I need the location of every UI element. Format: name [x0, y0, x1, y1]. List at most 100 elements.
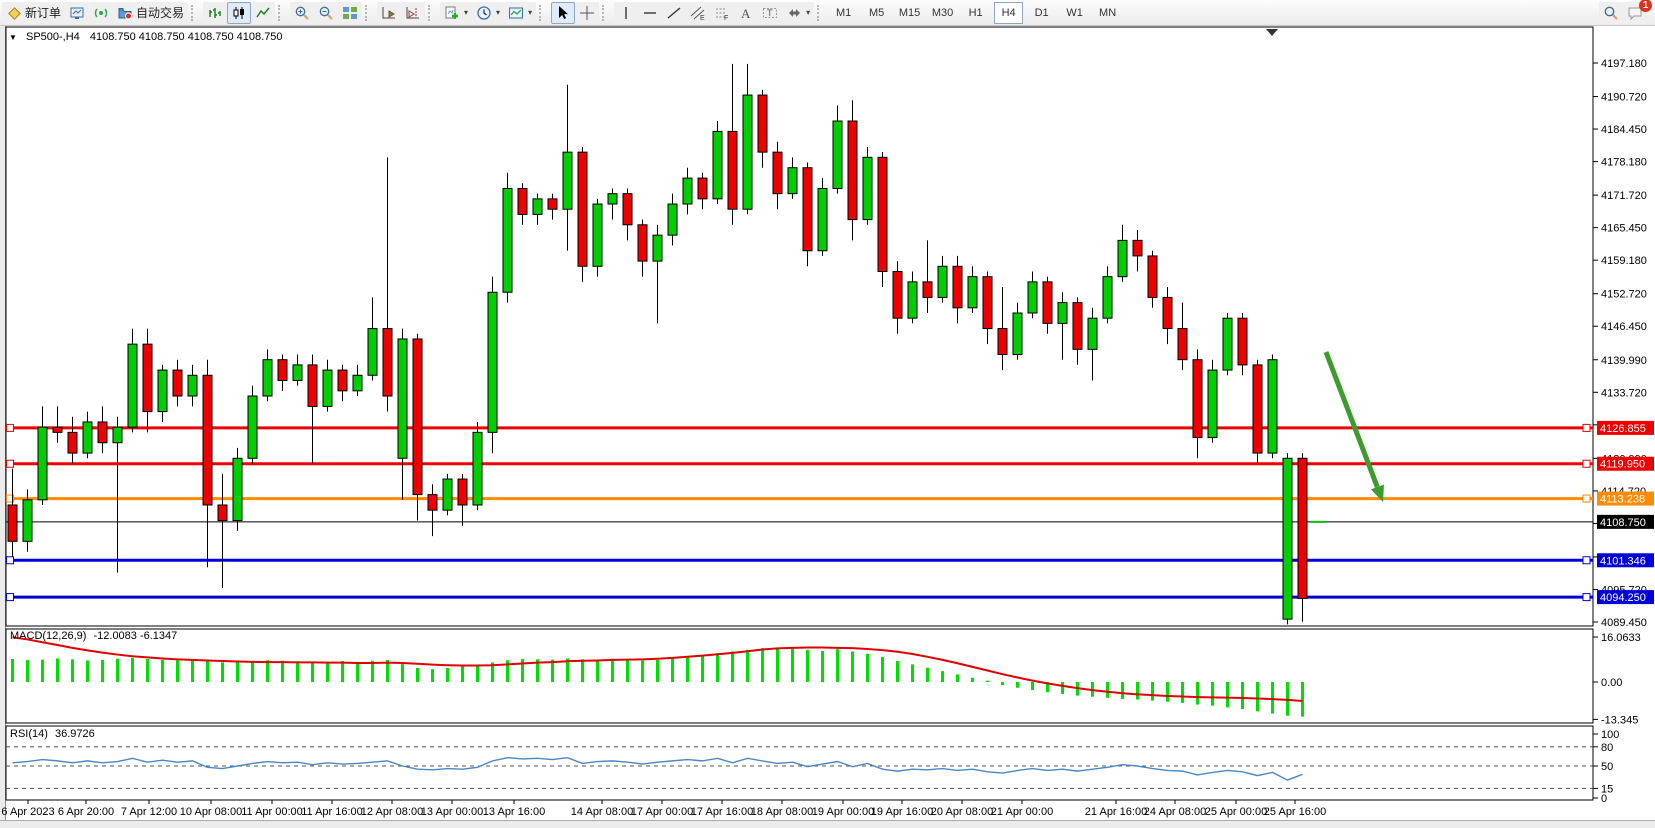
svg-text:4152.720: 4152.720: [1601, 289, 1647, 301]
svg-text:25 Apr 00:00: 25 Apr 00:00: [1205, 806, 1267, 818]
horizontal-line-tool-button[interactable]: [638, 1, 663, 24]
trend-arrow-annotation[interactable]: [1323, 351, 1384, 502]
timeframe-button-m5[interactable]: M5: [868, 6, 885, 19]
time-axis: 6 Apr 2023 6 Apr 20:00 7 Apr 12:00 10 Apr 0…: [1, 800, 1326, 818]
bar-chart-button[interactable]: [203, 1, 228, 24]
price-pane: [5, 26, 1594, 627]
svg-text:11 Apr 16:00: 11 Apr 16:00: [301, 806, 363, 818]
svg-text:7 Apr 12:00: 7 Apr 12:00: [121, 806, 177, 818]
price-badge: [1597, 590, 1654, 605]
equidistant-channel-tool-button[interactable]: E: [686, 1, 711, 24]
periods-button[interactable]: ▾: [472, 1, 505, 24]
add-indicator-button[interactable]: ▾: [440, 1, 473, 24]
timeframe-button-mn[interactable]: MN: [1099, 6, 1117, 19]
svg-text:4139.990: 4139.990: [1601, 355, 1647, 367]
timeframe-button-h1[interactable]: H1: [968, 6, 983, 19]
hline-4126.855[interactable]: [6, 423, 1593, 432]
trendline-tool-button[interactable]: [662, 1, 687, 24]
auto-scroll-button[interactable]: [377, 1, 402, 24]
svg-text:F: F: [724, 15, 728, 21]
macd-signal-line: [12, 636, 1303, 703]
chart-expand-caret-icon[interactable]: ▼: [9, 33, 17, 42]
signal-button[interactable]: [89, 1, 114, 24]
dropdown-caret-icon: ▾: [528, 8, 533, 17]
horizontal-line-icon: [644, 11, 657, 14]
timeframe-button-m15[interactable]: M15: [898, 6, 921, 19]
toolbar-grip: [817, 4, 824, 21]
search-button[interactable]: [1599, 1, 1623, 24]
toolbar-grip: [278, 4, 285, 21]
zoom-out-icon: [319, 6, 333, 20]
auto-trading-button[interactable]: 自动交易: [113, 1, 189, 24]
new-order-button[interactable]: 新订单: [2, 1, 66, 24]
svg-text:T: T: [767, 8, 773, 18]
auto-trading-folder-icon: [118, 7, 133, 19]
price-badge: [1597, 491, 1654, 506]
chart-shift-button[interactable]: [401, 1, 426, 24]
chart-shift-icon: [406, 6, 420, 18]
svg-text:6 Apr 20:00: 6 Apr 20:00: [58, 806, 114, 818]
svg-text:6 Apr 2023: 6 Apr 2023: [1, 806, 54, 818]
timeframe-button-d1[interactable]: D1: [1034, 6, 1049, 19]
svg-text:0.00: 0.00: [1601, 677, 1622, 689]
hline-4119.950[interactable]: [6, 459, 1593, 468]
new-order-tag-icon: [8, 6, 21, 20]
dropdown-caret-icon: ▾: [464, 8, 469, 17]
chart-shift-marker[interactable]: [1266, 29, 1278, 36]
chart-window-title: ▼ SP500-,H4 4108.750 4108.750 4108.750 4…: [9, 31, 283, 43]
text-tool-button[interactable]: A: [734, 1, 759, 24]
auto-scroll-icon: [382, 6, 396, 18]
vertical-line-tool-button[interactable]: [614, 1, 639, 24]
svg-text:19 Apr 16:00: 19 Apr 16:00: [871, 806, 933, 818]
timeframe-toolbar: M1 M5 M15 M30 H1 H4 D1 W1 MN: [829, 1, 1122, 24]
horizontal-line-objects[interactable]: [6, 423, 1593, 602]
price-badges: 4126.855 4119.950 4113.238 4108.750 4101.346…: [1597, 420, 1654, 605]
svg-text:4184.450: 4184.450: [1601, 124, 1647, 136]
line-chart-button[interactable]: [251, 1, 276, 24]
timeframe-button-m30[interactable]: M30: [931, 6, 954, 19]
equidistant-channel-icon: E: [690, 6, 705, 21]
hline-4113.238[interactable]: [6, 494, 1593, 503]
arrows-tool-button[interactable]: ▾: [782, 1, 815, 24]
chat-button[interactable]: 1: [1623, 0, 1652, 24]
notification-badge: 1: [1639, 0, 1652, 12]
main-toolbar: 新订单 自动交易 ▾ ▾ ▾: [0, 0, 1655, 26]
svg-text:13 Apr 00:00: 13 Apr 00:00: [421, 806, 483, 818]
svg-text:4171.720: 4171.720: [1601, 190, 1647, 202]
cursor-tool-button[interactable]: [551, 1, 576, 24]
timeframe-button-m1[interactable]: M1: [835, 6, 852, 19]
macd-pane: [5, 628, 1594, 724]
candlestick-chart-button[interactable]: [227, 1, 252, 24]
svg-text:E: E: [700, 15, 705, 21]
fibonacci-tool-button[interactable]: F: [710, 1, 735, 24]
svg-text:11 Apr 00:00: 11 Apr 00:00: [241, 806, 303, 818]
svg-text:14 Apr 08:00: 14 Apr 08:00: [571, 806, 633, 818]
vertical-line-icon: [625, 6, 627, 19]
trendline-icon: [667, 6, 681, 19]
timeframe-button-h4[interactable]: H4: [994, 1, 1024, 24]
svg-text:4126.855: 4126.855: [1600, 423, 1646, 435]
templates-button[interactable]: ▾: [504, 1, 537, 24]
tile-windows-button[interactable]: [338, 1, 363, 24]
svg-text:17 Apr 00:00: 17 Apr 00:00: [631, 806, 693, 818]
timeframe-button-w1[interactable]: W1: [1066, 6, 1083, 19]
crosshair-tool-button[interactable]: [575, 1, 600, 24]
open-chart-icon: [70, 7, 84, 19]
price-badge: [1597, 514, 1654, 529]
svg-text:17 Apr 16:00: 17 Apr 16:00: [691, 806, 753, 818]
zoom-in-button[interactable]: [290, 1, 315, 24]
bar-chart-icon: [209, 7, 221, 18]
text-label-tool-button[interactable]: T: [758, 1, 783, 24]
hline-4094.250[interactable]: [6, 593, 1593, 602]
candlestick-chart-icon: [233, 6, 245, 19]
crosshair-icon: [580, 5, 595, 20]
line-chart-icon: [256, 7, 270, 17]
window-left-edge: [0, 26, 5, 820]
macd-indicator: 16.0633 0.00 -13.345: [11, 632, 1641, 726]
zoom-out-button[interactable]: [314, 1, 339, 24]
svg-text:4101.346: 4101.346: [1600, 555, 1646, 567]
open-chart-button[interactable]: [65, 1, 90, 24]
new-order-label: 新订单: [25, 6, 62, 20]
hline-4101.346[interactable]: [6, 556, 1593, 565]
ohlc-readout: 4108.750 4108.750 4108.750 4108.750: [89, 31, 283, 43]
